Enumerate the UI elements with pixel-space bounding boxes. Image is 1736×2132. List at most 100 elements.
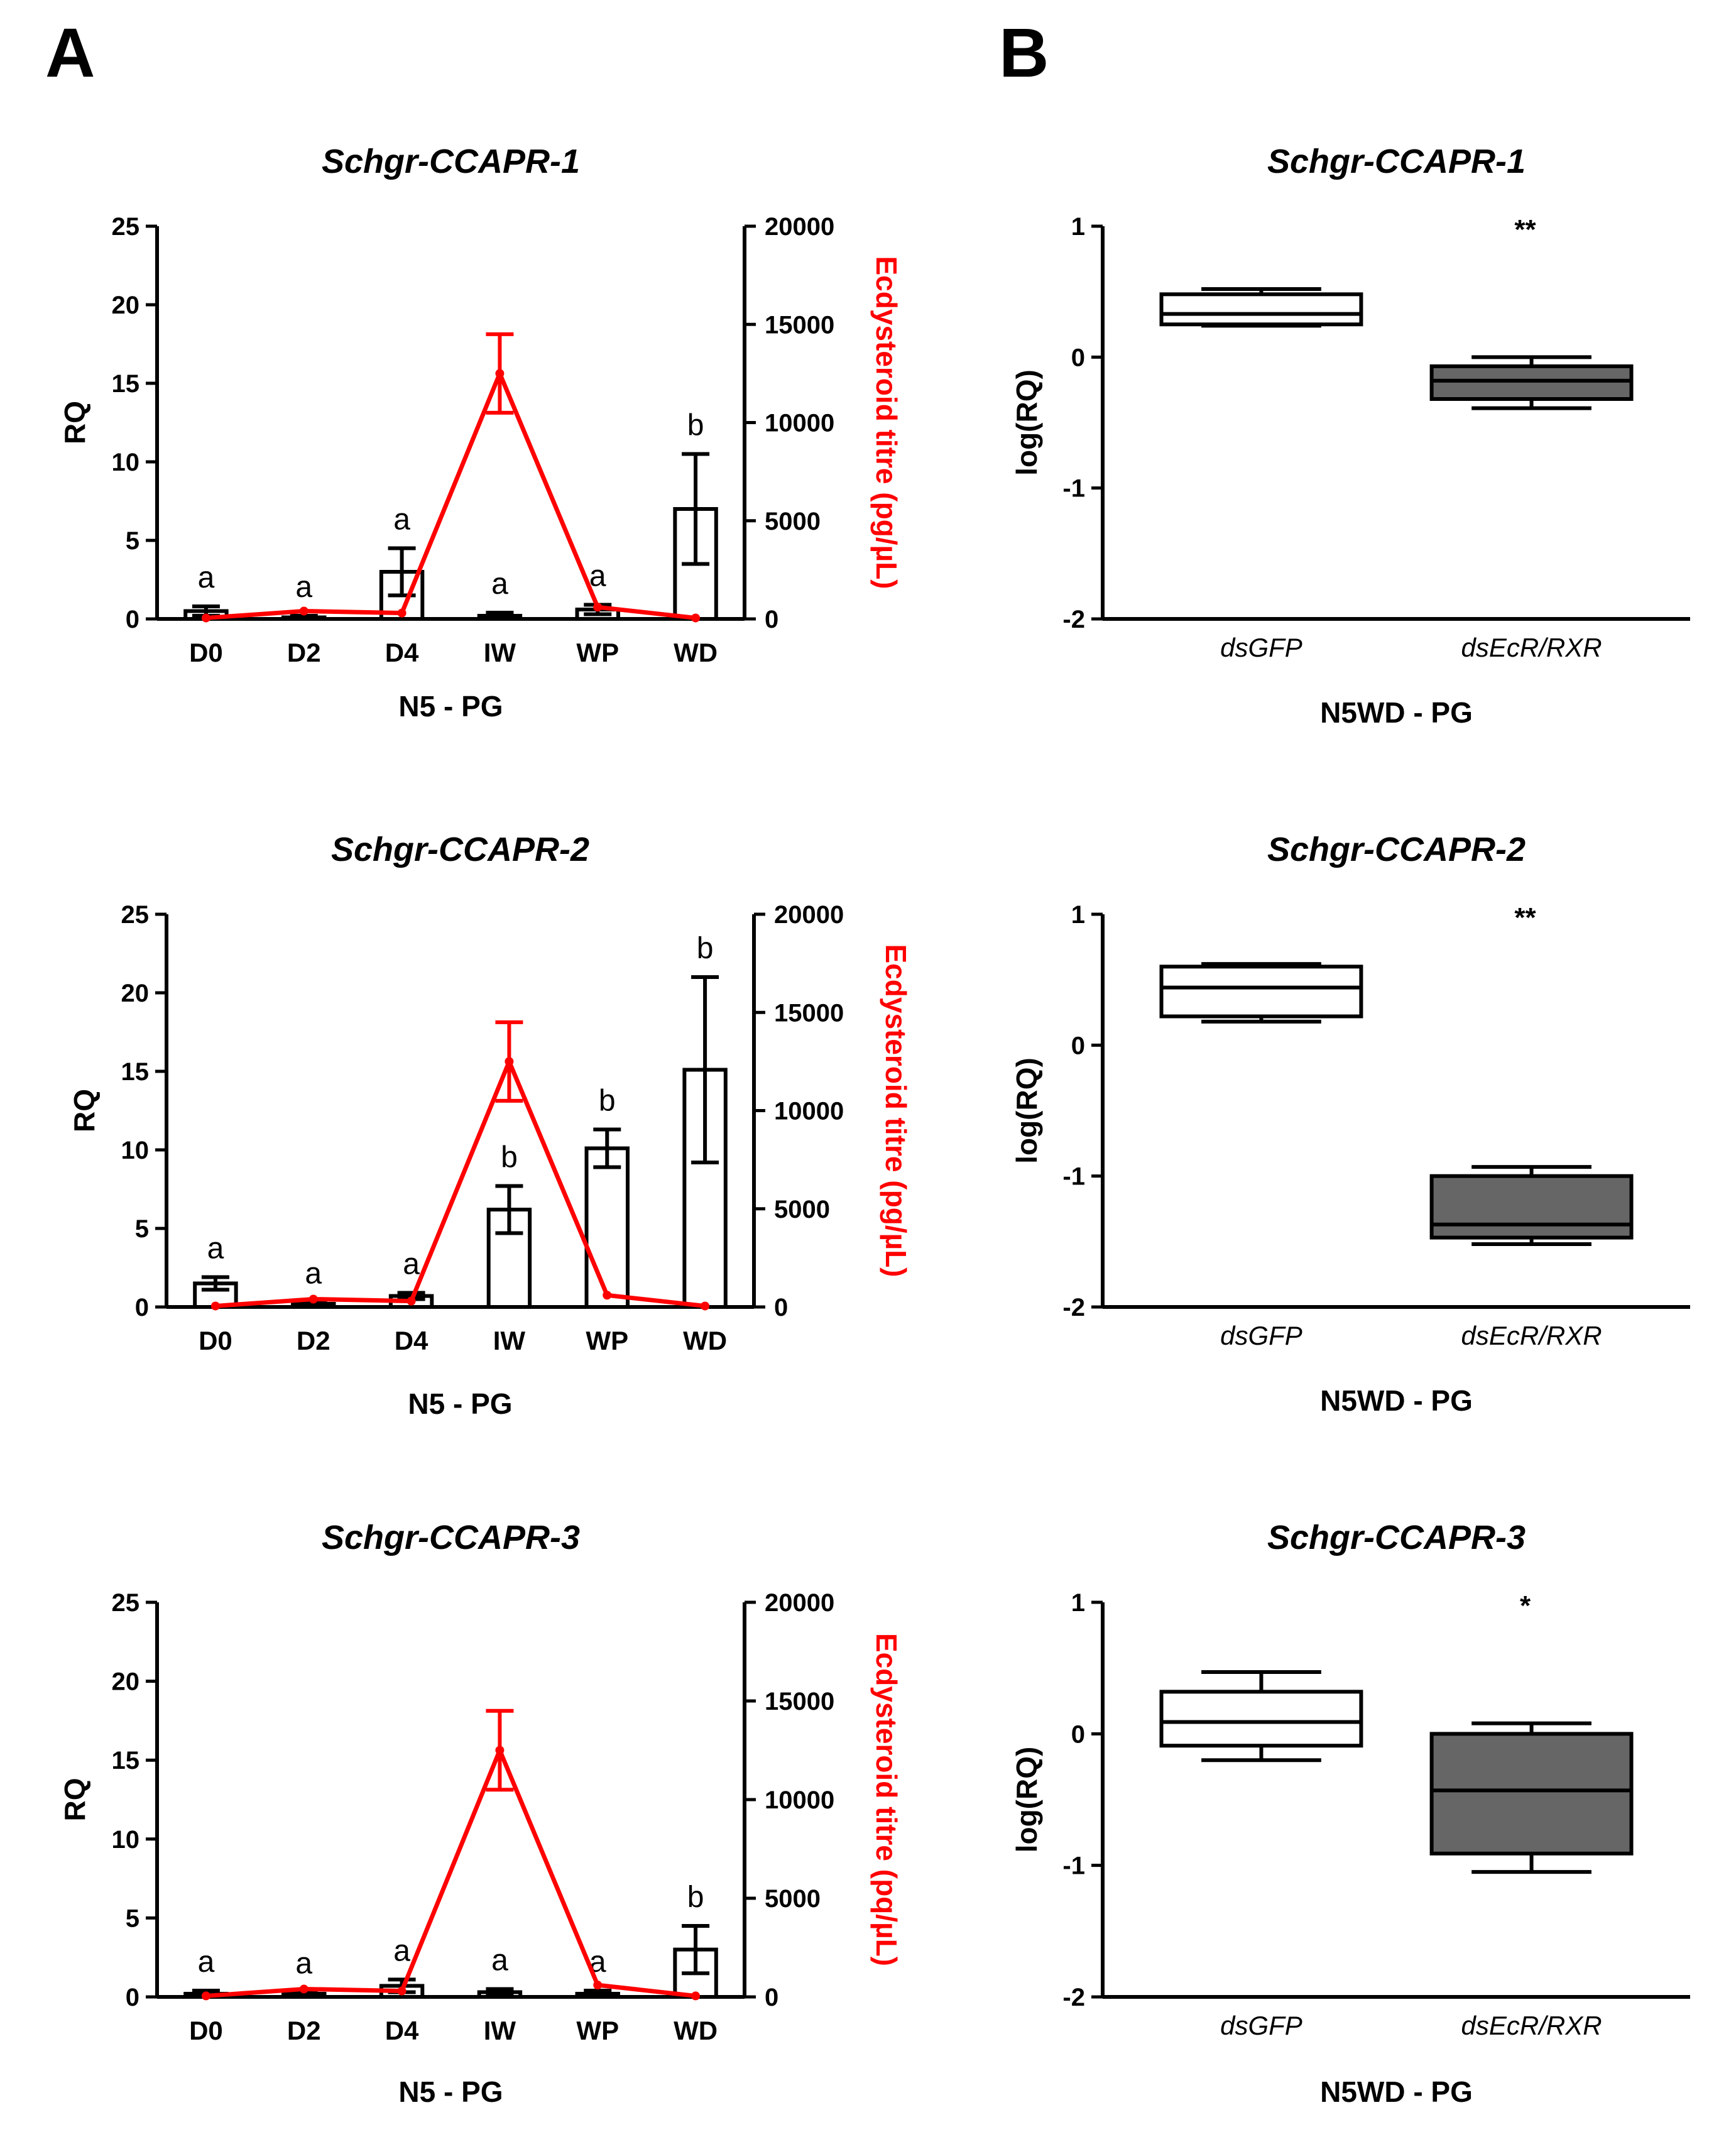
y2-axis-label: Ecdysteroid titre (pq/µL) bbox=[870, 1633, 903, 1966]
x-axis-label: N5 - PG bbox=[408, 1387, 512, 1420]
significance-letter: a bbox=[491, 1943, 508, 1977]
significance-letter: b bbox=[697, 932, 714, 965]
box-chart-5-y-tick-label: 0 bbox=[1071, 1032, 1085, 1059]
chart-3: Schgr-CCAPR-3 0 5 10 15 20 25 0 5000 10000 15000 20… bbox=[58, 1519, 903, 2108]
box-chart-5-y-tick-label: -1 bbox=[1062, 1163, 1085, 1191]
x-tick-label: D0 bbox=[189, 638, 223, 667]
chart-title: Schgr-CCAPR-3 bbox=[322, 1519, 580, 1556]
significance-letter: a bbox=[403, 1248, 420, 1281]
chart-title: Schgr-CCAPR-1 bbox=[1267, 143, 1526, 180]
bar-chart-1-y-tick-label: 0 bbox=[126, 606, 139, 633]
chart-6: Schgr-CCAPR-3 -2 -1 0 1 log(RQ) dsGFP dsEcR/RXR… bbox=[1010, 1519, 1690, 2108]
x-tick-label: D0 bbox=[199, 1326, 232, 1355]
bar-chart-1-y-tick-label: 15 bbox=[112, 370, 140, 398]
ecdysteroid-point bbox=[299, 1984, 308, 1994]
chart-1: Schgr-CCAPR-1 0 5 10 15 20 25 0 5000 10000 15000 20… bbox=[58, 143, 903, 723]
x-tick-label: dsGFP bbox=[1220, 2011, 1302, 2040]
y2-tick-label: 20000 bbox=[765, 213, 834, 241]
box bbox=[1159, 292, 1363, 327]
x-tick-label: WP bbox=[576, 638, 619, 667]
significance-letter: a bbox=[198, 1945, 215, 1979]
x-tick-label: dsGFP bbox=[1220, 633, 1302, 662]
x-tick-label: IW bbox=[493, 1326, 526, 1355]
box bbox=[1159, 965, 1363, 1019]
ecdysteroid-point bbox=[397, 608, 407, 618]
ecdysteroid-point bbox=[603, 1291, 612, 1300]
y-axis-label: log(RQ) bbox=[1010, 1058, 1043, 1164]
y-axis-label: RQ bbox=[58, 401, 91, 444]
x-tick-label: D4 bbox=[395, 1326, 429, 1355]
significance-marker: ** bbox=[1514, 902, 1536, 933]
ecdysteroid-point bbox=[407, 1296, 416, 1306]
x-tick-label: WD bbox=[674, 638, 718, 667]
significance-marker: ** bbox=[1514, 214, 1536, 245]
y2-tick-label: 0 bbox=[765, 1984, 778, 2011]
y-axis-label: log(RQ) bbox=[1010, 369, 1043, 476]
box-chart-5-y-tick-label: 1 bbox=[1071, 901, 1085, 929]
bar-chart-2-y-tick-label: 20 bbox=[121, 980, 150, 1007]
ecdysteroid-point bbox=[593, 1981, 603, 1990]
significance-marker: * bbox=[1520, 1590, 1531, 1621]
panel-label-b: B bbox=[999, 14, 1049, 92]
box bbox=[1159, 1690, 1363, 1748]
ecdysteroid-line bbox=[205, 1744, 696, 1998]
y2-tick-label: 5000 bbox=[774, 1196, 830, 1223]
bar-chart-2-y-tick-label: 5 bbox=[135, 1215, 149, 1243]
bar-chart-3-y-tick-label: 10 bbox=[112, 1826, 140, 1854]
significance-letter: a bbox=[295, 571, 312, 604]
box bbox=[1429, 1174, 1634, 1240]
x-tick-label: D0 bbox=[189, 2016, 223, 2045]
x-axis-label: N5 - PG bbox=[398, 2075, 503, 2108]
y2-tick-label: 10000 bbox=[774, 1098, 844, 1125]
y2-tick-label: 0 bbox=[765, 606, 778, 633]
bar-chart-3-y-tick-label: 25 bbox=[112, 1589, 140, 1617]
bar-chart-1-y-tick-label: 5 bbox=[126, 527, 139, 555]
y2-tick-label: 10000 bbox=[765, 1786, 834, 1814]
ecdysteroid-point bbox=[701, 1301, 710, 1311]
ecdysteroid-point bbox=[210, 1301, 220, 1311]
bar-chart-2-y-tick-label: 15 bbox=[121, 1058, 150, 1086]
y2-axis-label: Ecdysteroid titre (pg/µL) bbox=[870, 256, 903, 589]
significance-letter: b bbox=[687, 409, 704, 442]
x-axis-label: N5WD - PG bbox=[1320, 696, 1473, 729]
x-tick-label: D2 bbox=[287, 638, 321, 667]
x-tick-label: D2 bbox=[287, 2016, 321, 2045]
x-axis-label: N5 - PG bbox=[398, 690, 503, 723]
ecdysteroid-line bbox=[205, 368, 696, 620]
significance-letter: a bbox=[589, 560, 606, 593]
y-axis-label: RQ bbox=[68, 1089, 101, 1132]
x-tick-label: D4 bbox=[385, 638, 419, 667]
y2-tick-label: 20000 bbox=[765, 1589, 834, 1617]
y2-tick-label: 15000 bbox=[765, 311, 834, 339]
significance-letter: a bbox=[305, 1257, 322, 1291]
chart-5: Schgr-CCAPR-2 -2 -1 0 1 log(RQ) dsGFP dsEcR/RXR… bbox=[1010, 831, 1690, 1417]
bar-chart-1-y-tick-label: 10 bbox=[112, 449, 140, 476]
y2-tick-label: 20000 bbox=[774, 901, 844, 929]
ecdysteroid-point bbox=[201, 613, 210, 623]
x-tick-label: WD bbox=[683, 1326, 727, 1355]
x-tick-label: dsGFP bbox=[1220, 1321, 1302, 1350]
box-chart-6-y-tick-label: -2 bbox=[1062, 1984, 1085, 2011]
ecdysteroid-point bbox=[299, 606, 308, 616]
bar-chart-3-y-tick-label: 20 bbox=[112, 1668, 140, 1696]
chart-title: Schgr-CCAPR-3 bbox=[1267, 1519, 1526, 1556]
box-chart-6-y-tick-label: 1 bbox=[1071, 1589, 1085, 1617]
bar-chart-3-y-tick-label: 0 bbox=[126, 1984, 139, 2011]
box bbox=[1429, 364, 1634, 402]
y-axis-label: log(RQ) bbox=[1010, 1747, 1043, 1853]
ecdysteroid-point bbox=[397, 1986, 407, 1996]
y-axis-label: RQ bbox=[58, 1778, 91, 1822]
significance-letter: b bbox=[501, 1141, 518, 1174]
chart-title: Schgr-CCAPR-2 bbox=[331, 831, 589, 868]
chart-2: Schgr-CCAPR-2 0 5 10 15 20 25 0 5000 10000 15000 20… bbox=[68, 831, 912, 1420]
panel-label-a: A bbox=[45, 14, 95, 92]
x-tick-label: WP bbox=[576, 2016, 619, 2045]
x-tick-label: D4 bbox=[385, 2016, 419, 2045]
x-tick-label: IW bbox=[484, 638, 516, 667]
bar-chart-2-y-tick-label: 0 bbox=[135, 1294, 149, 1321]
x-tick-label: WD bbox=[674, 2016, 718, 2045]
ecdysteroid-point bbox=[308, 1294, 318, 1304]
ecdysteroid-point bbox=[691, 1991, 701, 2001]
ecdysteroid-point bbox=[593, 603, 603, 612]
